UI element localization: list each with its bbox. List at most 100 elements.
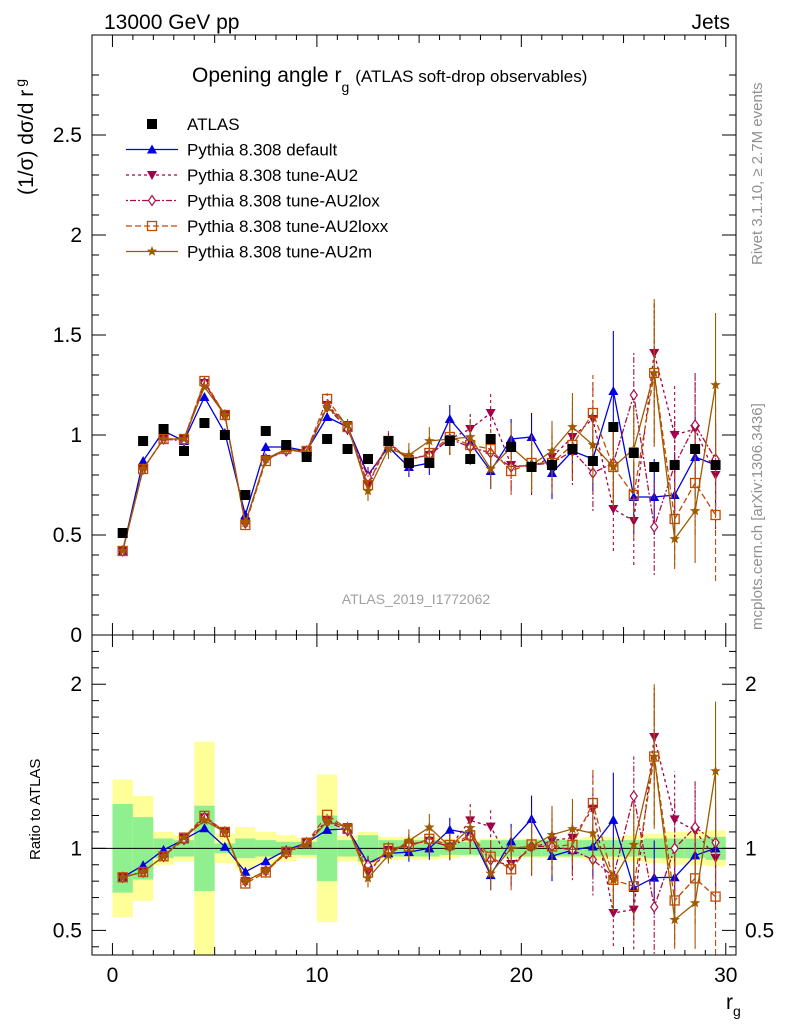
data-point-1: [138, 436, 149, 446]
ratio-line-4: [122, 756, 717, 922]
data-point-8: [281, 440, 292, 450]
data-point-24: [608, 422, 619, 432]
data-point-27: [669, 460, 680, 470]
point-4-24: [608, 461, 619, 472]
point-4-15: [424, 435, 435, 446]
data-point-15: [424, 458, 435, 468]
analysis-id: ATLAS_2019_I1772062: [342, 591, 491, 607]
legend: ATLAS Pythia 8.308 default Pythia 8.308 tu…: [126, 115, 389, 262]
legend-label-1: Pythia 8.308 default: [187, 141, 338, 160]
data-point-5: [219, 430, 230, 440]
ratio-point-1-25: [628, 905, 639, 915]
point-2-26: [649, 520, 659, 534]
data-point-18: [485, 434, 496, 444]
legend-label-2: Pythia 8.308 tune-AU2: [187, 166, 358, 185]
legend-entry-0: ATLAS: [147, 115, 240, 134]
point-1-24: [608, 505, 619, 514]
point-4-13: [383, 443, 394, 454]
y-tick-label-2: 1: [70, 424, 82, 447]
point-4-17: [465, 431, 476, 442]
ratio-point-4-24: [608, 874, 619, 885]
ratio-point-0-7: [260, 856, 271, 866]
ratio-tick-label-2: 2: [70, 673, 82, 696]
data-point-11: [342, 444, 353, 454]
data-series: [117, 418, 721, 538]
point-4-6: [240, 517, 251, 528]
ratio-point-4-4: [199, 815, 210, 825]
ratio-point-1-18: [485, 822, 496, 832]
ratio-point-4-18: [485, 868, 496, 878]
ratio-point-4-16: [444, 841, 455, 852]
point-4-7: [260, 453, 271, 464]
data-point-0: [117, 528, 128, 538]
data-point-26: [649, 462, 660, 472]
data-point-2: [158, 424, 169, 434]
point-4-12: [362, 485, 374, 496]
point-2-25: [629, 388, 639, 402]
legend-label-4: Pythia 8.308 tune-AU2loxx: [187, 217, 389, 236]
x-axis-label-subscript: g: [733, 1003, 741, 1019]
legend-entry-4: Pythia 8.308 tune-AU2loxx: [126, 217, 389, 236]
point-4-1: [137, 463, 149, 474]
ratio-point-4-14: [403, 835, 415, 846]
traces: [92, 299, 736, 955]
ratio-point-4-8: [281, 846, 292, 857]
data-point-20: [526, 462, 537, 472]
data-point-28: [690, 444, 701, 454]
data-point-25: [628, 448, 639, 458]
ratio-point-4-0: [117, 871, 128, 882]
ratio-point-4-3: [178, 832, 190, 843]
y-axis-label-subscript: g: [12, 79, 28, 87]
legend-entry-1: Pythia 8.308 default: [126, 141, 338, 160]
data-point-10: [322, 434, 333, 444]
ratio-point-4-23: [587, 827, 599, 838]
ratio-tick-label-1: 1: [70, 837, 82, 860]
point-0-4: [199, 392, 210, 401]
ratio-point-0-4: [199, 823, 210, 833]
ratio-point-4-13: [383, 849, 394, 860]
point-4-14: [403, 449, 415, 460]
data-point-4: [199, 418, 210, 428]
y-tick-label-4: 2: [70, 224, 82, 247]
title-main: Opening angle r: [192, 64, 341, 87]
point-4-29: [710, 379, 721, 390]
ratio-point-4-19: [505, 842, 517, 853]
legend-entry-3: Pythia 8.308 tune-AU2lox: [126, 192, 380, 211]
series-line-4: [122, 372, 717, 552]
ratio-point-4-21: [546, 829, 558, 840]
point-0-16: [444, 414, 455, 423]
ratio-point-4-12: [362, 872, 374, 883]
legend-marker-3: [147, 194, 157, 207]
ratio-point-4-2: [158, 850, 169, 861]
legend-marker-2: [147, 171, 157, 180]
title-subscript: g: [341, 79, 349, 95]
data-point-13: [383, 436, 394, 446]
y-tick-label-1: 0.5: [53, 524, 82, 547]
data-point-7: [260, 426, 271, 436]
ratio-point-4-27: [669, 914, 680, 925]
ratio-point-4-17: [465, 822, 476, 833]
ratio-point-0-10: [322, 824, 333, 834]
x-tick-label-1: 10: [305, 964, 328, 987]
point-4-22: [567, 421, 578, 432]
ratio-point-4-7: [260, 865, 271, 876]
point-4-3: [178, 433, 190, 444]
ratio-point-4-29: [710, 765, 721, 776]
legend-label-3: Pythia 8.308 tune-AU2lox: [187, 192, 380, 211]
category-label: Jets: [691, 11, 730, 34]
legend-marker-5: [146, 246, 158, 256]
ratio-point-0-5: [219, 841, 230, 851]
process-label: 13000 GeV pp: [104, 11, 239, 34]
ratio-point-2-25: [629, 789, 639, 803]
ratio-point-4-5: [219, 826, 231, 837]
point-4-0: [117, 545, 128, 556]
ratio-point-0-20: [526, 814, 537, 824]
y-axis-label: (1/σ) dσ/d r g: [12, 79, 38, 195]
legend-label-0: ATLAS: [187, 115, 240, 134]
ratio-point-4-6: [240, 875, 251, 886]
ratio-axis-label: Ratio to ATLAS: [27, 759, 44, 860]
series-line-2: [122, 381, 717, 552]
ratio-point-4-1: [137, 866, 149, 877]
legend-marker-1: [147, 144, 157, 154]
data-point-17: [465, 454, 476, 464]
